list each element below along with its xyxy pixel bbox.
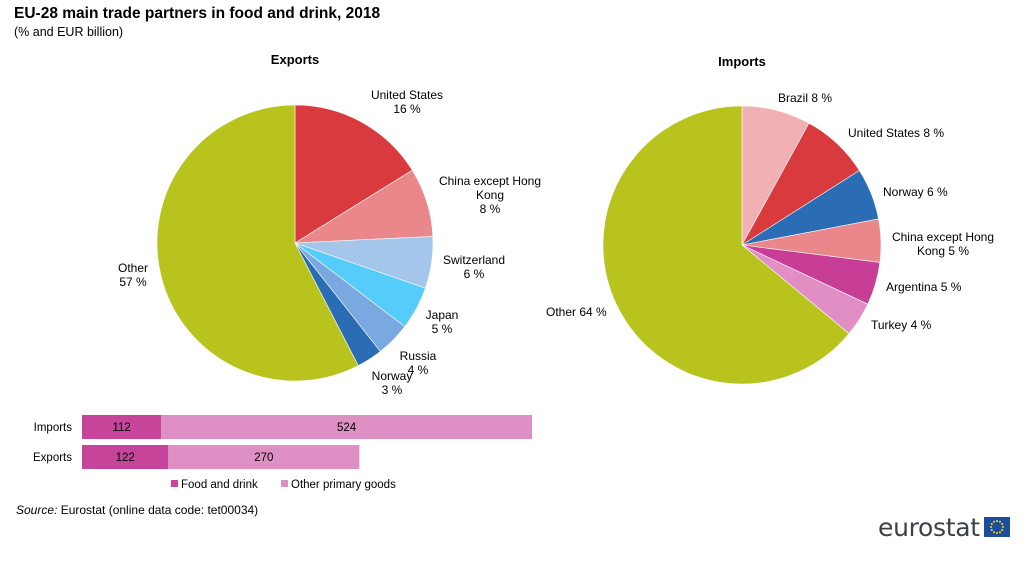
bar-value-exports-other-primary-goods: 270	[254, 452, 273, 464]
imports-label-china-except-hong-kong: China except Hong Kong 5 %	[892, 230, 994, 258]
bar-category-exports: Exports	[33, 452, 72, 464]
imports-label-turkey: Turkey 4 %	[871, 318, 932, 332]
bar-imports-food-and-drink	[82, 415, 162, 439]
bar-value-exports-food-and-drink: 122	[116, 452, 135, 464]
bar-exports-food-and-drink	[82, 445, 169, 469]
source-label: Source:	[16, 503, 58, 517]
exports-label-china-except-hong-kong: China except Hong Kong 8 %	[439, 174, 541, 216]
source-text: Eurostat (online data code: tet00034)	[57, 503, 259, 517]
chart-title: EU-28 main trade partners in food and dr…	[14, 5, 381, 22]
imports-label-united-states: United States 8 %	[848, 126, 944, 140]
eurostat-logo: eurostat	[878, 512, 1010, 542]
imports-slice-other	[602, 105, 850, 385]
bar-value-imports-food-and-drink: 112	[112, 422, 130, 434]
bar-value-imports-other-primary-goods: 524	[337, 422, 357, 434]
legend-swatch-food-and-drink	[171, 480, 178, 487]
imports-label-norway: Norway 6 %	[883, 185, 948, 199]
exports-label-japan: Japan 5 %	[426, 308, 459, 336]
legend-label-food-and-drink: Food and drink	[181, 479, 258, 491]
logo-text: eurostat	[878, 512, 980, 542]
exports-slice-united-states	[294, 104, 413, 244]
legend-swatch-other-primary-goods	[281, 480, 288, 487]
bar-exports-other-primary-goods	[168, 445, 360, 469]
exports-label-norway: Norway 3 %	[372, 369, 413, 397]
imports-label-other: Other 64 %	[546, 305, 607, 319]
imports-pie-title: Imports	[718, 54, 766, 69]
chart-subtitle: (% and EUR billion)	[14, 25, 124, 39]
exports-label-switzerland: Switzerland 6 %	[443, 253, 505, 281]
exports-label-other: Other 57 %	[118, 261, 148, 289]
imports-label-brazil: Brazil 8 %	[778, 91, 832, 105]
exports-label-united-states: United States 16 %	[371, 88, 443, 116]
eu-flag-icon	[983, 517, 1010, 537]
source-note: Source: Eurostat (online data code: tet0…	[16, 503, 258, 517]
imports-label-argentina: Argentina 5 %	[886, 280, 962, 294]
bar-imports-other-primary-goods	[161, 415, 532, 439]
exports-label-russia: Russia 4 %	[400, 349, 437, 377]
legend-label-other-primary-goods: Other primary goods	[291, 479, 396, 491]
exports-pie-title: Exports	[271, 52, 319, 67]
bar-category-imports: Imports	[34, 422, 73, 434]
exports-slice-other	[156, 104, 359, 382]
